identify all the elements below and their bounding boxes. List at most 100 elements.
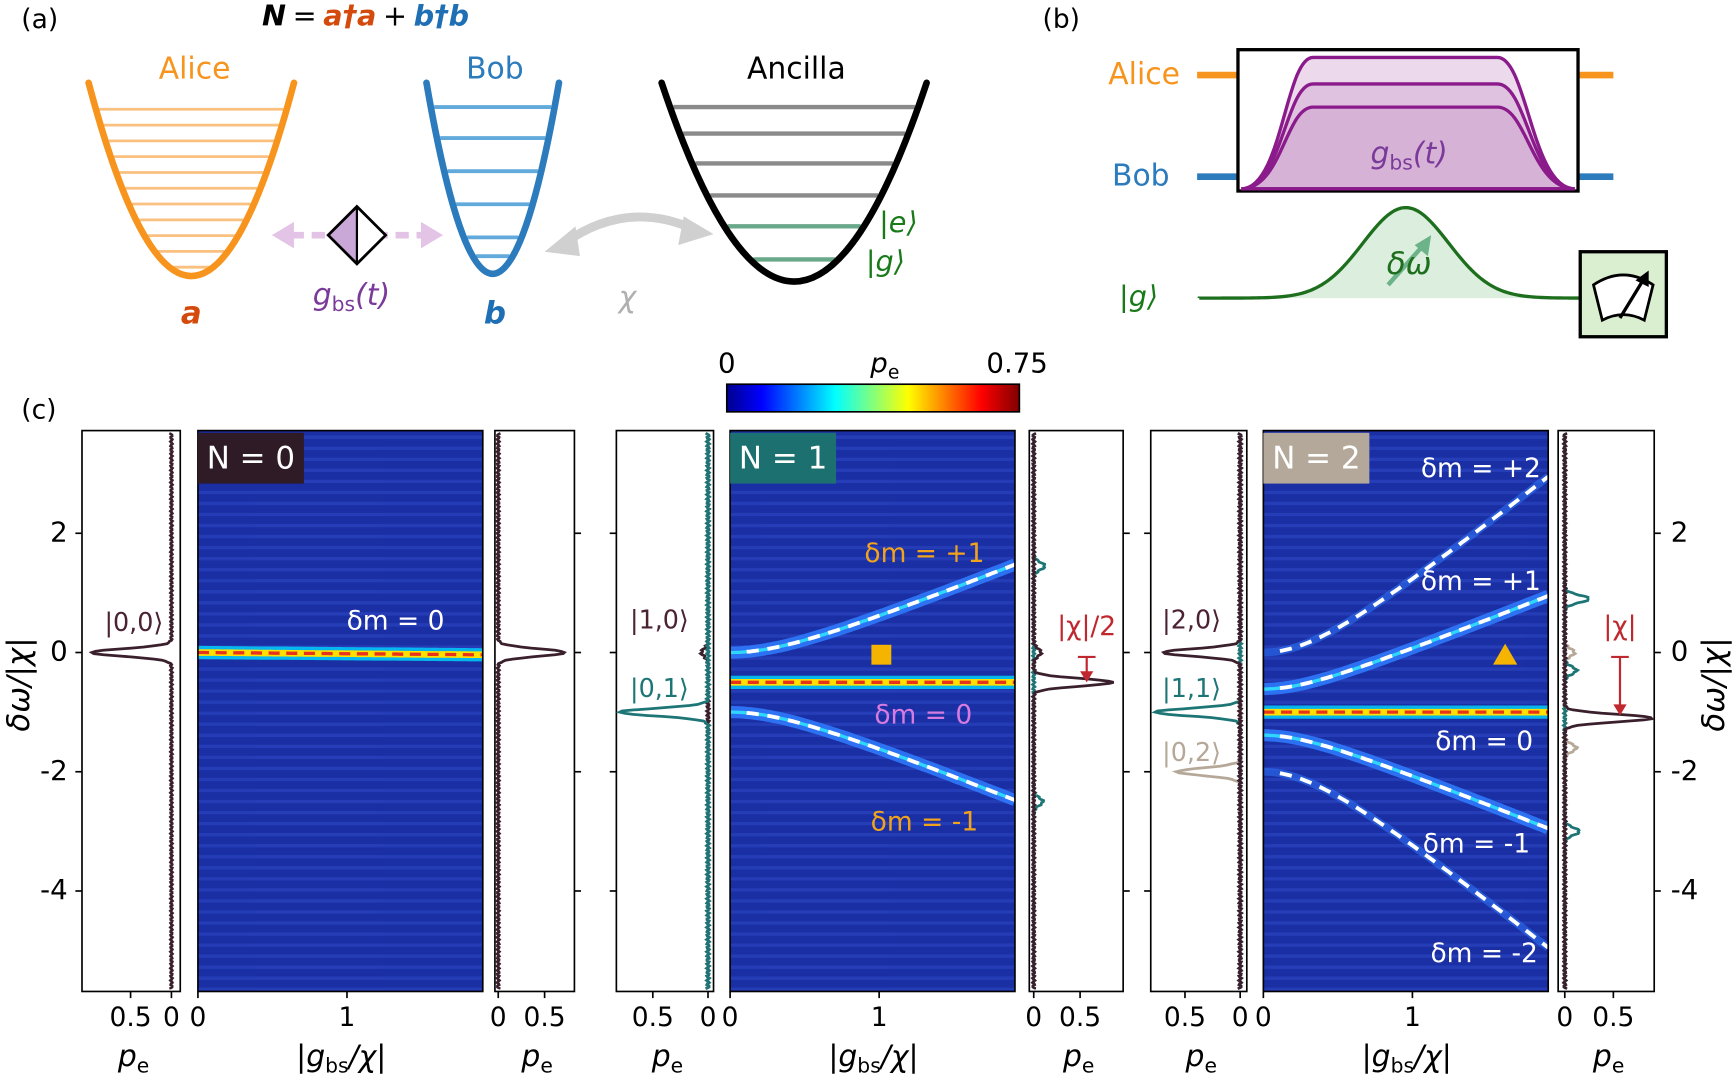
- heatmap-frame: [729, 429, 1016, 993]
- bob-label-part: Bob: [466, 51, 524, 86]
- probe-pulse: [1199, 207, 1581, 299]
- y-axis-label: δω/|χ|: [1695, 637, 1731, 731]
- x-tick-label: 0.5: [524, 1001, 566, 1032]
- y-tick-label-part: 0: [50, 635, 68, 668]
- side-axis-label-part: e: [540, 1054, 553, 1078]
- band-label-part: δm = -1: [871, 806, 978, 837]
- shift-label-part: |χ|: [1603, 611, 1636, 642]
- arrow-head: [271, 221, 294, 249]
- x-axis-label-part: /χ|: [346, 1039, 387, 1074]
- marker-square: [871, 644, 892, 665]
- side-axis-label-part: p: [651, 1039, 671, 1074]
- side-axis-label-part: e: [1082, 1054, 1095, 1078]
- x-tick-label: 0.5: [632, 1001, 674, 1032]
- ket-g-b: |g⟩: [1119, 279, 1158, 313]
- trace-dash: [1279, 475, 1549, 653]
- colorbar-max: 0.75: [986, 346, 1047, 379]
- spectrum-line: [495, 432, 567, 990]
- x-tick-label: 0: [700, 1001, 717, 1032]
- state-label: |1,1⟩: [1162, 673, 1221, 703]
- x-tick-label-part: 0: [1556, 1001, 1573, 1032]
- band-label-part: δm = +1: [1421, 565, 1541, 596]
- side-axis-label-part: p: [1062, 1039, 1082, 1074]
- x-tick-label-part: 0: [189, 1001, 206, 1032]
- y-tick-label-part: -2: [40, 754, 68, 787]
- coupling-label: gbs(t): [313, 277, 390, 315]
- trace-dash: [1279, 594, 1549, 690]
- group-title-part: N = 2: [1272, 440, 1360, 476]
- ket-e-part: |e⟩: [879, 205, 918, 239]
- mode-b: b: [484, 295, 506, 331]
- heatmap-layer: [1263, 435, 1549, 991]
- side-axis-label: pe: [1062, 1039, 1094, 1077]
- x-tick-label: 0.5: [1592, 1001, 1634, 1032]
- x-axis-label-part: /χ|: [1411, 1039, 1452, 1074]
- band-label: δm = 0: [1435, 725, 1533, 756]
- equation-part: N: [262, 0, 286, 33]
- x-axis-label-part: bs: [1391, 1054, 1414, 1078]
- equation-part: a†a: [323, 0, 376, 33]
- x-tick-label: 0.5: [1059, 1001, 1101, 1032]
- side-axis-label: pe: [117, 1039, 149, 1077]
- x-tick-label-part: 0: [700, 1001, 717, 1032]
- group-title-part: N = 1: [739, 440, 827, 476]
- side-axis-label-part: p: [520, 1039, 540, 1074]
- arrow-head: [1080, 671, 1094, 683]
- y-tick-label: -2: [1671, 754, 1699, 787]
- band-label-part: δm = 0: [874, 699, 972, 730]
- colorbar-label-part: p: [869, 346, 888, 379]
- ancilla-label-part: Ancilla: [747, 51, 846, 86]
- band-label-part: δm = -1: [1423, 828, 1530, 859]
- pulse-label-part: bs: [1389, 151, 1412, 175]
- band-label-part: δm = -2: [1430, 937, 1537, 968]
- x-axis-label-part: |g: [828, 1039, 857, 1074]
- coupling-label-part: (t): [355, 277, 390, 312]
- side-axis-label-part: p: [117, 1039, 137, 1074]
- side-axis-label: pe: [651, 1039, 683, 1077]
- panel-label-part: (b): [1043, 3, 1080, 34]
- equation-part: b†b: [414, 0, 469, 33]
- x-axis-label-part: |g: [1362, 1039, 1391, 1074]
- state-label-part: |0,1⟩: [630, 673, 689, 703]
- band-label-part: δm = 0: [347, 605, 445, 636]
- y-tick-label: -2: [40, 754, 68, 787]
- group-title-bg: [197, 432, 304, 484]
- arrow-head: [544, 226, 580, 257]
- band-label-part: δm = 0: [1435, 725, 1533, 756]
- x-tick-label-part: 0.5: [1059, 1001, 1101, 1032]
- side-panel: [1028, 429, 1124, 993]
- state-label-part: |0,0⟩: [104, 607, 163, 637]
- x-tick-label: 0: [1025, 1001, 1042, 1032]
- x-tick-label-part: 1: [871, 1001, 888, 1032]
- y-tick-label: 2: [50, 515, 68, 548]
- arrow-head: [1613, 704, 1627, 716]
- side-axis-label-part: e: [137, 1054, 149, 1078]
- x-tick-label: 1: [1404, 1001, 1421, 1032]
- x-axis-label: |gbs/χ|: [296, 1039, 386, 1077]
- spectrum-line: [1030, 432, 1115, 990]
- x-axis-label-part: bs: [325, 1054, 348, 1078]
- x-tick-label-part: 0: [722, 1001, 739, 1032]
- x-tick-label-part: 0.5: [1164, 1001, 1206, 1032]
- x-tick-label: 0: [163, 1001, 180, 1032]
- y-tick-label-part: 2: [50, 515, 68, 548]
- x-tick-label-part: 0: [1025, 1001, 1042, 1032]
- colorbar-label-part: e: [888, 362, 900, 383]
- y-tick-label-part: -4: [40, 873, 68, 906]
- x-axis-label-part: bs: [857, 1054, 880, 1078]
- meter-needle: [1618, 277, 1646, 319]
- state-label: |1,0⟩: [630, 605, 689, 635]
- panel-label: (b): [1043, 3, 1080, 34]
- state-label-part: |2,0⟩: [1162, 605, 1221, 635]
- bob-well: [423, 79, 563, 278]
- colorbar: [725, 383, 1021, 413]
- pulse-label-part: g: [1370, 136, 1389, 171]
- arrow-head: [420, 221, 444, 249]
- chi-arrow: [561, 212, 697, 247]
- alice-label: Alice: [159, 51, 231, 86]
- group-title-bg: [730, 432, 837, 484]
- group-title-bg: [1263, 432, 1370, 484]
- state-label: |2,0⟩: [1162, 605, 1221, 635]
